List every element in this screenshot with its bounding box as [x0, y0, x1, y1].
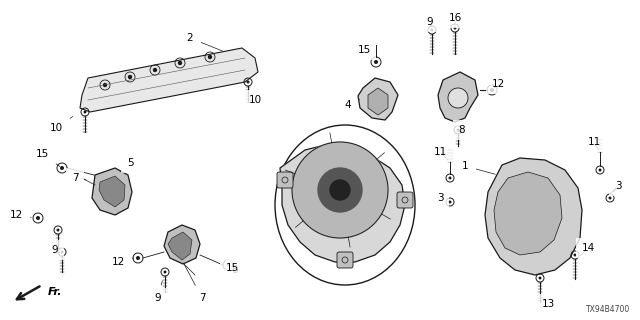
- Circle shape: [136, 256, 140, 260]
- Circle shape: [154, 68, 157, 71]
- Text: 8: 8: [458, 125, 465, 135]
- Polygon shape: [92, 168, 132, 215]
- Text: 6: 6: [224, 260, 238, 275]
- Text: 4: 4: [345, 99, 360, 110]
- Circle shape: [56, 228, 60, 231]
- Text: TX94B4700: TX94B4700: [586, 305, 630, 314]
- Text: 9: 9: [427, 17, 433, 27]
- Text: 3: 3: [614, 181, 621, 192]
- Text: 9: 9: [52, 245, 60, 255]
- Circle shape: [449, 201, 451, 204]
- Text: 11: 11: [588, 137, 600, 150]
- Circle shape: [36, 216, 40, 220]
- Text: 15: 15: [35, 149, 60, 166]
- Text: 10: 10: [248, 95, 262, 105]
- Circle shape: [292, 142, 388, 238]
- Polygon shape: [168, 232, 192, 260]
- Circle shape: [61, 251, 63, 253]
- Text: Fr.: Fr.: [48, 287, 63, 297]
- Polygon shape: [164, 225, 200, 264]
- Circle shape: [431, 28, 433, 31]
- Polygon shape: [494, 172, 562, 255]
- Circle shape: [179, 61, 182, 65]
- Text: 14: 14: [580, 243, 595, 256]
- Text: 1: 1: [461, 161, 495, 174]
- Circle shape: [598, 169, 602, 172]
- Circle shape: [490, 88, 494, 92]
- Text: 15: 15: [357, 45, 378, 62]
- Text: 12: 12: [10, 210, 31, 220]
- Circle shape: [374, 60, 378, 64]
- Circle shape: [104, 84, 106, 86]
- Text: 12: 12: [492, 79, 504, 89]
- Circle shape: [60, 166, 64, 170]
- Text: 10: 10: [49, 116, 73, 133]
- Text: 12: 12: [111, 257, 134, 267]
- Circle shape: [246, 81, 250, 84]
- Circle shape: [456, 129, 460, 132]
- Circle shape: [163, 270, 166, 274]
- FancyBboxPatch shape: [277, 172, 293, 188]
- Circle shape: [448, 88, 468, 108]
- Text: 13: 13: [541, 299, 555, 309]
- Circle shape: [318, 168, 362, 212]
- Polygon shape: [99, 176, 125, 207]
- FancyBboxPatch shape: [397, 192, 413, 208]
- Text: 2: 2: [187, 33, 223, 51]
- Polygon shape: [485, 158, 582, 275]
- Text: 11: 11: [433, 147, 448, 160]
- Circle shape: [226, 263, 230, 267]
- Circle shape: [449, 177, 451, 180]
- Text: 16: 16: [449, 13, 461, 25]
- Text: 7: 7: [72, 173, 86, 183]
- Circle shape: [129, 76, 131, 78]
- Polygon shape: [80, 48, 258, 112]
- Circle shape: [209, 55, 211, 59]
- Polygon shape: [438, 72, 478, 122]
- Text: 7: 7: [184, 264, 205, 303]
- Text: 3: 3: [436, 193, 450, 203]
- Circle shape: [538, 276, 541, 279]
- Text: 15: 15: [225, 263, 239, 273]
- FancyBboxPatch shape: [337, 252, 353, 268]
- Text: 5: 5: [120, 158, 133, 172]
- Circle shape: [454, 27, 456, 29]
- Polygon shape: [358, 78, 398, 120]
- Circle shape: [330, 180, 350, 200]
- Polygon shape: [368, 88, 388, 115]
- Circle shape: [83, 110, 86, 114]
- Circle shape: [609, 196, 611, 199]
- Polygon shape: [280, 145, 405, 262]
- Text: 9: 9: [155, 281, 163, 303]
- Circle shape: [573, 253, 577, 257]
